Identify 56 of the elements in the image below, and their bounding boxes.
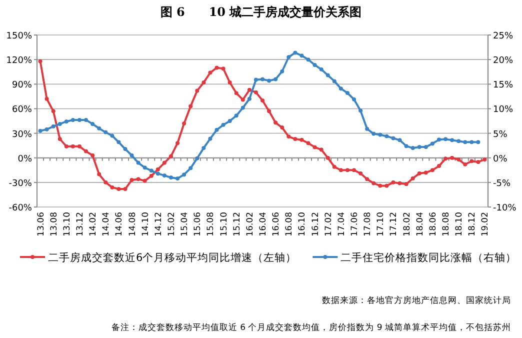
- y-tick-label: 120%: [6, 56, 32, 66]
- y2-tick-label: -5%: [493, 178, 511, 189]
- legend-label: 二手房成交套数近6个月移动平均同比增速（左轴）: [48, 251, 297, 264]
- y2-tick-label: 25%: [493, 32, 514, 42]
- x-tick-label: 16.06: [272, 212, 282, 236]
- x-tick-label: 15.08: [206, 212, 216, 236]
- x-tick-label: 16.08: [284, 212, 295, 236]
- x-tick-label: 15.12: [232, 212, 242, 236]
- x-tick-label: 15.06: [193, 212, 204, 236]
- x-tick-label: 15.04: [180, 212, 190, 236]
- x-tick-label: 14.10: [140, 212, 151, 236]
- y-tick-label: 30%: [12, 130, 32, 140]
- y-tick-label: 90%: [12, 80, 32, 91]
- x-tick-label: 18.08: [442, 212, 452, 236]
- x-tick-label: 16.12: [310, 212, 321, 236]
- x-tick-label: 14.12: [154, 212, 164, 236]
- x-tick-label: 18.02: [402, 212, 412, 236]
- y-tick-label: 150%: [6, 32, 32, 42]
- x-tick-label: 16.02: [245, 212, 256, 236]
- y-tick-label: -60%: [8, 204, 32, 214]
- x-tick-label: 13.10: [62, 212, 72, 236]
- x-tick-label: 14.08: [128, 212, 138, 236]
- x-tick-label: 13.08: [49, 212, 60, 236]
- x-tick-label: 16.10: [298, 212, 308, 236]
- x-tick-label: 18.04: [415, 212, 426, 236]
- y2-tick-label: 5%: [493, 130, 508, 140]
- x-tick-label: 17.08: [363, 212, 374, 236]
- y-tick-label: -30%: [8, 178, 32, 189]
- x-tick-label: 14.06: [114, 212, 125, 236]
- x-tick-label: 17.04: [336, 212, 347, 236]
- x-tick-label: 17.10: [376, 212, 386, 236]
- y-tick-label: 0%: [18, 154, 32, 164]
- y2-tick-label: 20%: [493, 56, 514, 66]
- x-tick-label: 15.02: [166, 212, 177, 236]
- x-tick-label: 13.12: [75, 212, 86, 236]
- x-tick-label: 14.04: [102, 212, 112, 236]
- x-tick-label: 19.02: [480, 212, 491, 236]
- x-tick-label: 17.02: [324, 212, 334, 236]
- x-tick-label: 15.10: [219, 212, 230, 236]
- y2-tick-label: 15%: [493, 80, 514, 91]
- chart-title: 图 6 10 城二手房成交量价关系图: [160, 5, 362, 19]
- x-tick-label: 18.06: [428, 212, 438, 236]
- x-tick-label: 14.02: [88, 212, 99, 236]
- x-tick-label: 17.06: [350, 212, 360, 236]
- y-tick-label: 60%: [12, 105, 32, 116]
- x-tick-label: 18.10: [454, 212, 465, 236]
- x-tick-label: 18.12: [468, 212, 478, 236]
- y2-tick-label: -10%: [493, 204, 517, 214]
- source-note: 数据来源：各地官方房地产信息网、国家统计局: [322, 295, 511, 306]
- x-tick-label: 13.06: [36, 212, 46, 236]
- y2-tick-label: 10%: [493, 105, 514, 116]
- legend-label: 二手住宅价格指数同比涨幅（右轴）: [340, 251, 517, 264]
- y2-tick-label: 0%: [493, 154, 508, 164]
- x-tick-label: 17.12: [389, 212, 400, 236]
- x-tick-label: 16.04: [258, 212, 268, 236]
- text: 备注：成交套数移动平均值取近 6 个月成交套数均值，房价指数为 9 城简单算术平均值，不包括苏州: [111, 322, 511, 333]
